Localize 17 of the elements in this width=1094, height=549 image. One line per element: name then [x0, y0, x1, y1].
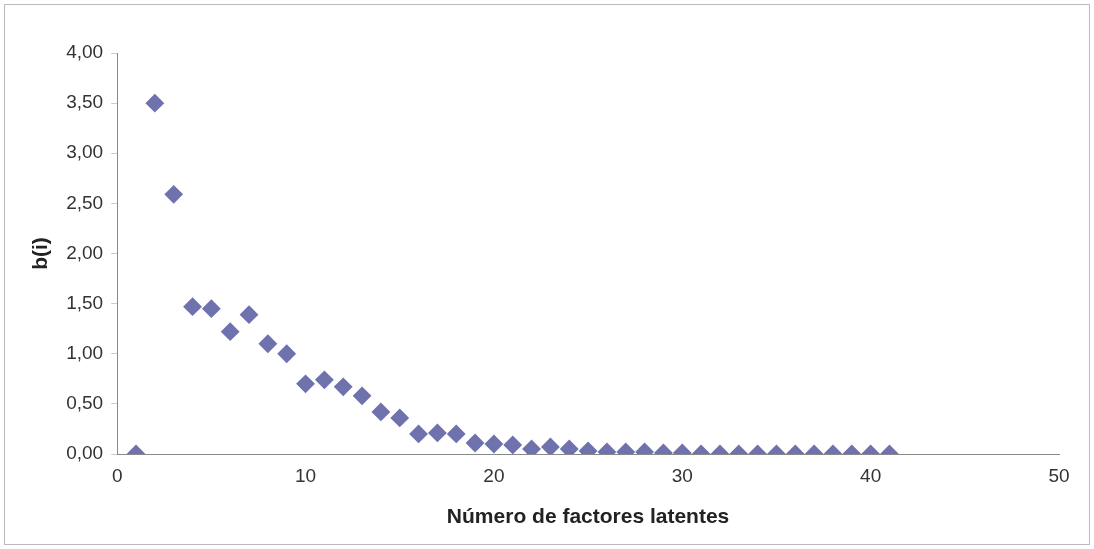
x-tick-label: 30 [671, 464, 693, 486]
x-tick-label: 50 [1048, 464, 1070, 486]
y-tick-label: 3,00 [66, 141, 104, 163]
y-tick-label: 0,00 [66, 442, 104, 464]
x-tick-label: 40 [860, 464, 882, 486]
x-tick-label: 20 [483, 464, 505, 486]
y-tick-label: 2,50 [66, 191, 104, 213]
y-tick-label: 2,00 [66, 241, 104, 263]
y-tick-label: 4,00 [66, 41, 104, 63]
x-tick-label: 0 [111, 464, 123, 486]
x-tick-label: 10 [294, 464, 317, 486]
y-tick-label: 1,00 [66, 341, 104, 363]
x-axis-title: Número de factores latentes [446, 504, 730, 528]
y-tick-label: 3,50 [66, 91, 104, 113]
y-axis-title: b(i) [28, 237, 52, 270]
y-tick-label: 0,50 [66, 392, 104, 414]
y-tick-label: 1,50 [66, 291, 104, 313]
